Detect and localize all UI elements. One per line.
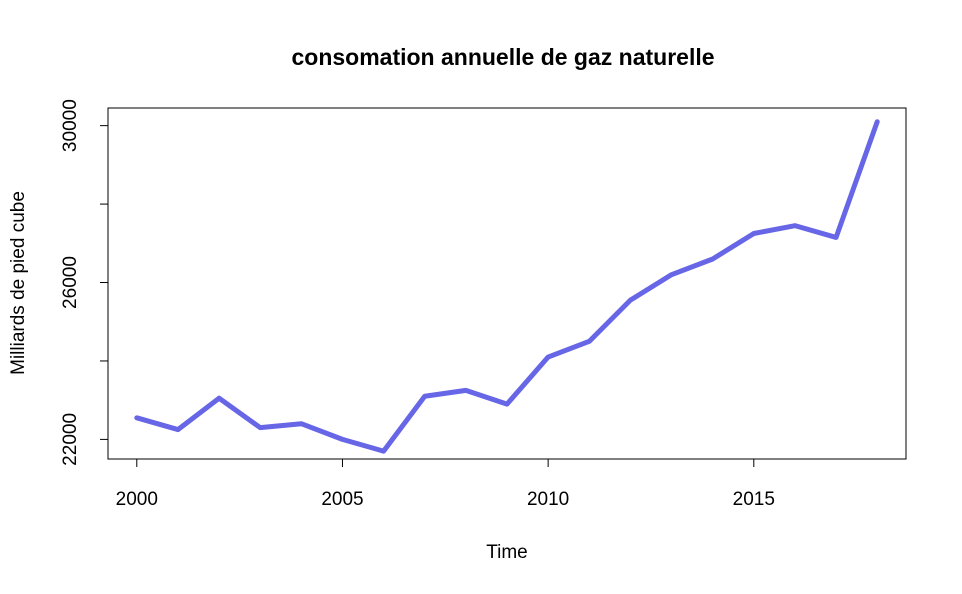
series-layer xyxy=(134,119,880,454)
y-tick-label: 22000 xyxy=(60,413,81,466)
x-tick-label: 2000 xyxy=(116,489,158,510)
x-axis-label: Time xyxy=(486,542,528,563)
x-axis: 2000 2005 2010 2015 xyxy=(116,458,775,510)
x-tick-label: 2005 xyxy=(321,489,363,510)
y-axis: 22000 26000 30000 xyxy=(60,99,109,466)
series-line xyxy=(134,119,880,454)
y-tick-label: 30000 xyxy=(60,99,81,152)
y-axis-label: Milliards de pied cube xyxy=(8,191,29,375)
x-tick-label: 2010 xyxy=(527,489,569,510)
x-tick-label: 2015 xyxy=(733,489,775,510)
y-tick-label: 26000 xyxy=(60,256,81,309)
chart-title: consomation annuelle de gaz naturelle xyxy=(291,44,714,70)
